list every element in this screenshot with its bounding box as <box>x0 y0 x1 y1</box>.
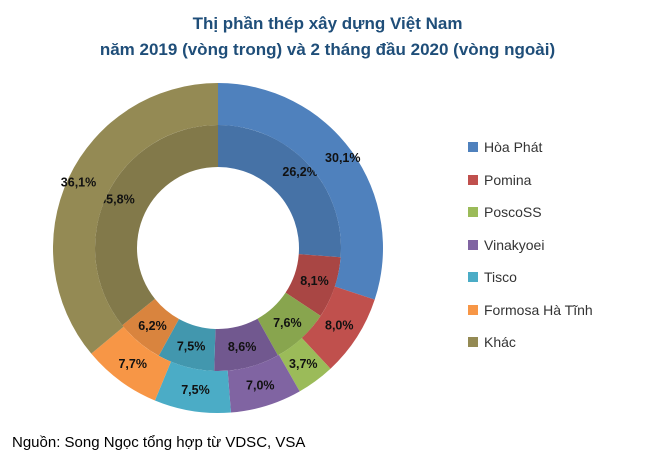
slice-outer-2 <box>278 337 331 392</box>
legend-label: Vinakyoei <box>484 236 545 253</box>
data-label: 7,5% <box>177 339 206 353</box>
slice-inner-2 <box>257 292 321 356</box>
legend-item: Tisco <box>468 261 593 294</box>
data-label: 7,5% <box>181 383 210 397</box>
legend-swatch <box>468 142 478 153</box>
legend: Hòa Phát Pomina PoscoSS Vinakyoei Tisco Formo… <box>468 131 593 359</box>
data-label: 8,1% <box>300 274 329 288</box>
legend-label: Tisco <box>484 269 517 286</box>
slice-inner-6 <box>95 125 218 326</box>
legend-item: Formosa Hà Tĩnh <box>468 294 593 327</box>
legend-swatch <box>468 207 478 218</box>
data-label: 3,7% <box>289 357 318 371</box>
data-label: 35,8% <box>99 193 134 207</box>
legend-item: Khác <box>468 326 593 359</box>
legend-item: Pomina <box>468 164 593 197</box>
slice-outer-0 <box>218 83 384 300</box>
legend-label: Pomina <box>484 171 532 188</box>
legend-swatch <box>468 239 478 250</box>
legend-swatch <box>468 272 478 283</box>
legend-swatch <box>468 337 478 348</box>
data-label: 8,6% <box>228 340 257 354</box>
data-label: 26,2% <box>282 165 317 179</box>
legend-item: Hòa Phát <box>468 131 593 164</box>
chart-title: Thị phần thép xây dựng Việt Nam <box>192 14 463 33</box>
data-label: 36,1% <box>61 176 96 190</box>
slice-outer-5 <box>91 326 171 401</box>
slice-outer-1 <box>301 286 375 369</box>
legend-item: Vinakyoei <box>468 229 593 262</box>
data-label: 6,2% <box>138 319 167 333</box>
chart-subtitle: năm 2019 (vòng trong) và 2 tháng đầu 202… <box>99 40 556 59</box>
legend-swatch <box>468 174 478 185</box>
data-label: 7,0% <box>246 379 275 393</box>
data-label: 30,1% <box>325 151 360 165</box>
source-note: Nguồn: Song Ngọc tổng hợp từ VDSC, VSA <box>12 434 306 451</box>
legend-label: Formosa Hà Tĩnh <box>484 301 593 318</box>
slice-inner-1 <box>285 254 341 316</box>
slice-outer-4 <box>154 361 231 413</box>
legend-label: Khác <box>484 334 516 351</box>
data-label: 7,7% <box>118 357 147 371</box>
slice-outer-6 <box>53 83 218 354</box>
legend-label: PoscoSS <box>484 204 542 221</box>
slice-outer-3 <box>227 354 300 413</box>
legend-item: PoscoSS <box>468 196 593 229</box>
legend-label: Hòa Phát <box>484 139 543 156</box>
slice-inner-5 <box>122 298 179 356</box>
slice-inner-4 <box>158 318 216 371</box>
data-label: 8,0% <box>325 319 354 333</box>
data-label: 7,6% <box>273 316 302 330</box>
slice-inner-0 <box>218 125 341 258</box>
slice-inner-3 <box>214 318 278 371</box>
legend-swatch <box>468 304 478 315</box>
